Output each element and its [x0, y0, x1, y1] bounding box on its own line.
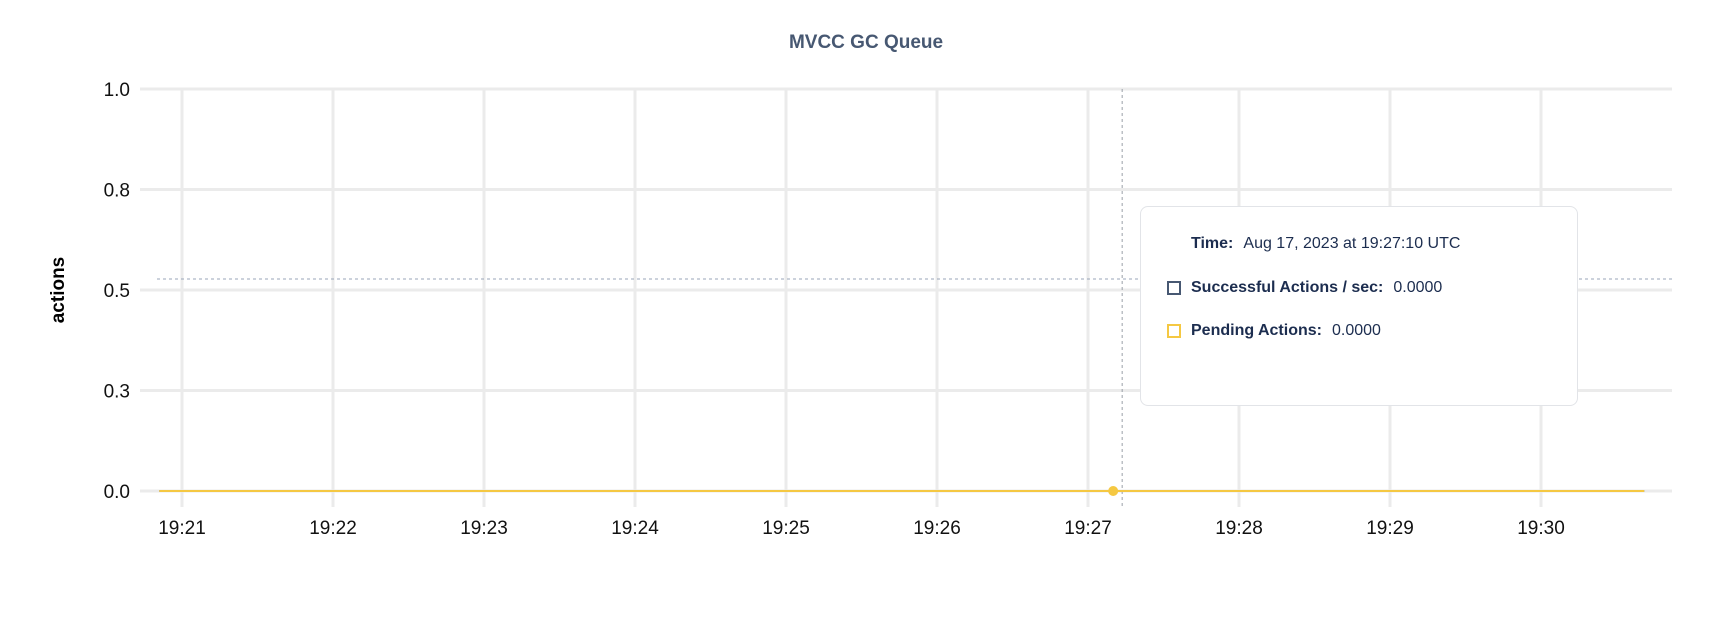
y-tick-label: 0.5 [104, 281, 130, 302]
x-tick-label: 19:30 [1517, 518, 1565, 539]
tooltip-series-value: 0.0000 [1393, 279, 1443, 296]
tooltip-time-value: Aug 17, 2023 at 19:27:10 UTC [1243, 235, 1461, 252]
series-swatch-icon [1167, 281, 1181, 295]
x-tick-label: 19:27 [1064, 518, 1112, 539]
series-swatch-icon [1167, 324, 1181, 338]
tooltip-series-label: Successful Actions / sec: [1191, 279, 1384, 296]
y-tick-label: 1.0 [104, 80, 130, 101]
tooltip-time-row: Time: Aug 17, 2023 at 19:27:10 UTC [1191, 235, 1460, 253]
x-tick-label: 19:23 [460, 518, 508, 539]
x-tick-label: 19:28 [1215, 518, 1263, 539]
tooltip-row-pending: Pending Actions: 0.0000 [1167, 322, 1381, 340]
tooltip-row-successful: Successful Actions / sec: 0.0000 [1167, 279, 1442, 297]
y-tick-label: 0.8 [104, 181, 130, 202]
y-tick-label: 0.0 [104, 482, 130, 503]
x-tick-label: 19:24 [611, 518, 659, 539]
y-tick-label: 0.3 [104, 382, 130, 403]
x-tick-label: 19:26 [913, 518, 961, 539]
x-tick-label: 19:29 [1366, 518, 1414, 539]
tooltip-series-label: Pending Actions: [1191, 322, 1322, 339]
chart-tooltip: Time: Aug 17, 2023 at 19:27:10 UTC Succe… [1140, 206, 1578, 406]
tooltip-series-value: 0.0000 [1331, 322, 1381, 339]
y-axis-label: actions [48, 257, 69, 324]
x-tick-label: 19:21 [158, 518, 206, 539]
x-tick-label: 19:22 [309, 518, 357, 539]
hover-point [1108, 486, 1119, 496]
tooltip-time-label: Time: [1191, 235, 1234, 252]
x-tick-label: 19:25 [762, 518, 810, 539]
chart-title: MVCC GC Queue [788, 32, 944, 53]
